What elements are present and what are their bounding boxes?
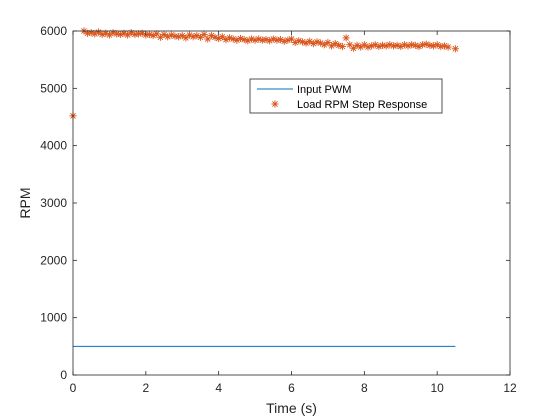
data-point-load-rpm [364, 43, 372, 51]
y-tick-label: 3000 [40, 196, 67, 210]
data-point-load-rpm [156, 33, 164, 41]
data-point-load-rpm [444, 43, 452, 51]
data-point-load-rpm [167, 31, 175, 39]
data-point-load-rpm [105, 31, 114, 39]
legend-box [249, 78, 443, 114]
y-axis-title: RPM [17, 187, 33, 218]
x-tick-label: 12 [503, 381, 517, 395]
y-tick-label: 2000 [40, 253, 67, 267]
data-point-load-rpm [98, 30, 106, 39]
x-tick-label: 8 [361, 381, 368, 395]
data-point-load-rpm [200, 30, 208, 39]
legend-label-load-rpm: Load RPM Step Response [297, 99, 427, 111]
data-point-load-rpm [280, 37, 288, 45]
data-point-load-rpm [182, 34, 190, 42]
x-tick-label: 10 [430, 381, 444, 395]
data-point-load-rpm [153, 30, 161, 38]
data-point-load-rpm [360, 41, 368, 49]
data-point-load-rpm [342, 34, 350, 42]
data-point-load-rpm [255, 35, 263, 43]
data-point-load-rpm [262, 36, 270, 44]
data-point-load-rpm [433, 41, 441, 49]
data-point-load-rpm [451, 45, 459, 53]
data-point-load-rpm [306, 37, 314, 45]
y-tick-label: 6000 [40, 24, 67, 38]
data-point-load-rpm [338, 42, 347, 51]
y-tick-label: 0 [60, 368, 67, 382]
ticks-layer: 0 2 4 6 8 10 12 0 1000 2000 3000 4000 5000 6000 [40, 24, 517, 395]
x-tick-label: 6 [288, 381, 295, 395]
data-point-load-rpm [225, 34, 234, 42]
data-point-load-rpm [229, 35, 237, 43]
legend-swatch-load-rpm [271, 100, 279, 108]
data-point-load-rpm [327, 42, 336, 50]
legend-label-input-pwm: Input PWM [297, 84, 351, 96]
data-point-load-rpm [349, 44, 358, 52]
y-tick-label: 1000 [40, 311, 67, 325]
data-point-load-rpm [160, 30, 168, 39]
y-tick-label: 5000 [40, 81, 67, 95]
x-tick-label: 4 [215, 381, 222, 395]
data-point-load-rpm [178, 31, 186, 40]
data-point-load-rpm [346, 41, 354, 49]
data-point-load-rpm [218, 33, 226, 41]
x-axis-title: Time (s) [266, 400, 317, 416]
data-point-load-rpm [320, 41, 328, 49]
y-tick-label: 4000 [40, 139, 67, 153]
legend-marker-asterisk [271, 100, 279, 108]
data-point-load-rpm [94, 28, 103, 36]
x-tick-label: 0 [70, 381, 77, 395]
data-point-load-rpm [335, 41, 343, 49]
data-point-load-rpm [313, 38, 321, 46]
data-point-load-rpm [437, 42, 445, 51]
x-tick-label: 2 [142, 381, 149, 395]
data-point-load-rpm [196, 33, 205, 41]
data-point-load-rpm [400, 41, 408, 49]
data-point-load-rpm [124, 31, 132, 39]
data-point-load-rpm [429, 42, 438, 50]
legend: Input PWM Load RPM Step Response [249, 78, 443, 114]
data-point-load-rpm [357, 43, 365, 51]
